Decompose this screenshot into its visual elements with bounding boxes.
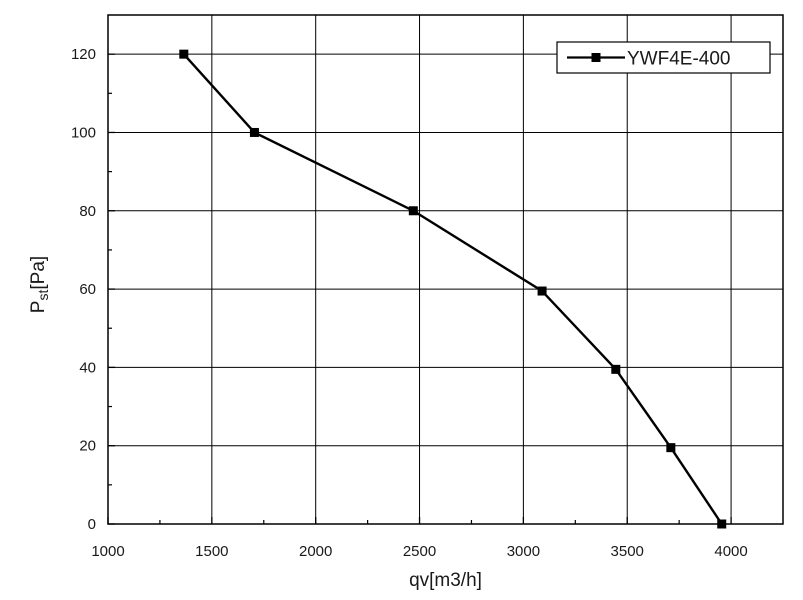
legend-marker-square [591,53,601,62]
y-tick-label: 80 [79,203,96,220]
data-point [249,127,259,137]
y-axis-label-main: P [28,301,49,314]
series-layer [179,49,727,529]
x-tick-label: 2500 [403,543,436,560]
data-point [666,443,676,453]
legend: YWF4E-400 [556,41,771,74]
data-point [537,286,547,296]
axis-ticks [107,53,732,525]
x-tick-label: 3500 [611,543,644,560]
x-tick-label: 1500 [195,543,228,560]
y-tick-label: 20 [79,438,96,455]
data-point [717,519,727,529]
x-axis-label: qv[m3/h] [409,570,482,591]
x-tick-label: 1000 [91,543,124,560]
x-tick-label: 4000 [714,543,747,560]
data-point [179,49,189,59]
grid-lines [108,15,783,524]
y-tick-label: 60 [79,281,96,298]
y-tick-label: 0 [88,516,96,533]
y-axis-label-sub: st [35,290,51,301]
y-tick-label: 40 [79,359,96,376]
y-axis-label: Pst[Pa] [28,256,51,313]
plot-frame [107,14,784,525]
x-tick-label: 3000 [507,543,540,560]
y-axis-label-tail: [Pa] [28,256,49,290]
x-tick-label: 2000 [299,543,332,560]
data-point [611,364,621,374]
data-point [408,206,418,216]
legend-entry-ywf4e-400: YWF4E-400 [627,49,730,70]
y-tick-labels: 0 20 40 60 80 100 120 [71,46,96,533]
x-tick-labels: 1000 1500 2000 2500 3000 3500 4000 [91,543,747,560]
y-tick-label: 100 [71,124,96,141]
y-tick-label: 120 [71,46,96,63]
